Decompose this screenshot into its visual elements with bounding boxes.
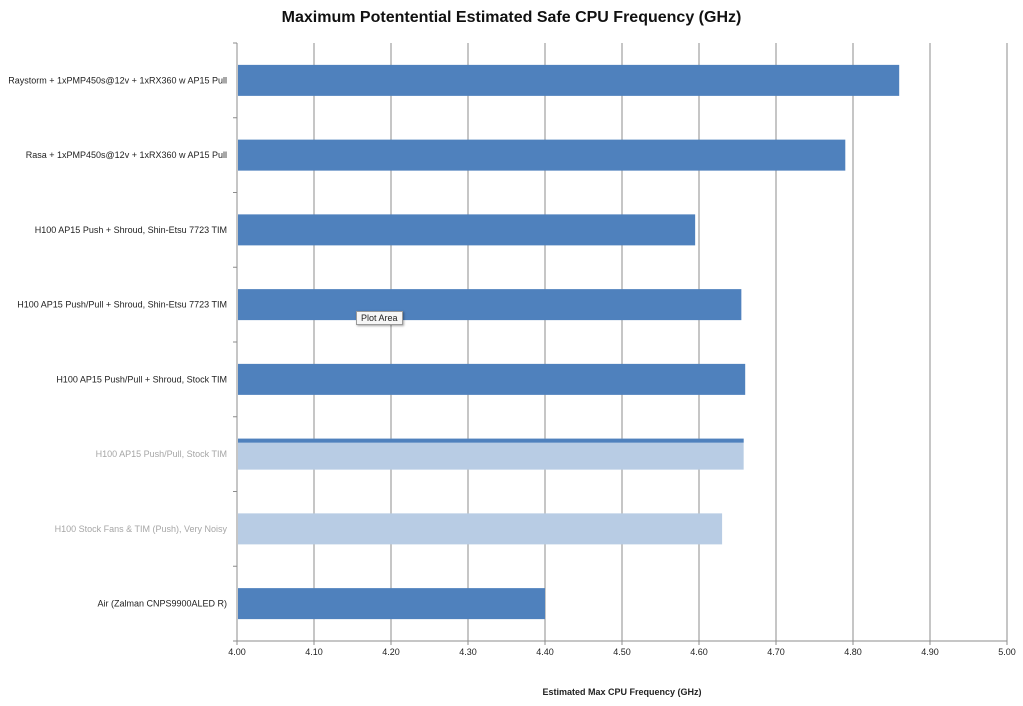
x-tick-label: 4.20 xyxy=(382,647,400,657)
category-label: H100 AP15 Push/Pull + Shroud, Stock TIM xyxy=(56,374,227,384)
bar xyxy=(238,214,696,246)
plot-area-tooltip: Plot Area xyxy=(356,311,403,325)
x-tick-label: 4.00 xyxy=(228,647,246,657)
category-label: H100 AP15 Push + Shroud, Shin-Etsu 7723 … xyxy=(35,225,227,235)
bar xyxy=(238,363,746,395)
x-tick-label: 4.10 xyxy=(305,647,323,657)
bar xyxy=(238,289,742,321)
x-tick-label: 4.70 xyxy=(767,647,785,657)
x-axis-title: Estimated Max CPU Frequency (GHz) xyxy=(542,687,701,697)
category-label: Raystorm + 1xPMP450s@12v + 1xRX360 w AP1… xyxy=(8,75,227,85)
category-label: Air (Zalman CNPS9900ALED R) xyxy=(97,599,227,609)
category-label: Rasa + 1xPMP450s@12v + 1xRX360 w AP15 Pu… xyxy=(26,150,227,160)
bar-top-edge xyxy=(238,438,744,443)
x-tick-label: 4.50 xyxy=(613,647,631,657)
category-label: H100 AP15 Push/Pull, Stock TIM xyxy=(96,449,227,459)
bar xyxy=(238,438,744,470)
bar xyxy=(238,588,545,620)
x-tick-label: 4.90 xyxy=(921,647,939,657)
x-tick-label: 4.60 xyxy=(690,647,708,657)
x-tick-label: 4.80 xyxy=(844,647,862,657)
x-tick-label: 4.30 xyxy=(459,647,477,657)
chart-title: Maximum Potentential Estimated Safe CPU … xyxy=(281,9,742,26)
bar xyxy=(238,139,846,171)
category-label: H100 AP15 Push/Pull + Shroud, Shin-Etsu … xyxy=(17,300,227,310)
x-tick-label: 5.00 xyxy=(998,647,1016,657)
bar xyxy=(238,513,723,545)
x-tick-label: 4.40 xyxy=(536,647,554,657)
bar xyxy=(238,64,900,96)
category-label: H100 Stock Fans & TIM (Push), Very Noisy xyxy=(55,524,228,534)
